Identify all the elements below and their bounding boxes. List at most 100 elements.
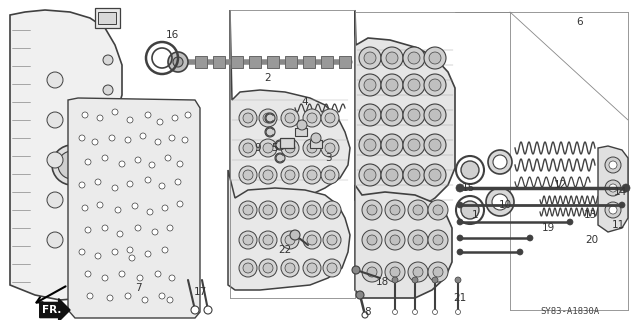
Circle shape	[155, 271, 161, 277]
Circle shape	[103, 173, 113, 183]
Circle shape	[263, 143, 273, 153]
Circle shape	[162, 205, 168, 211]
Circle shape	[457, 202, 463, 208]
Circle shape	[275, 140, 285, 150]
Bar	[249, 56, 261, 68]
Circle shape	[408, 52, 420, 64]
Circle shape	[303, 139, 321, 157]
Circle shape	[285, 113, 295, 123]
Circle shape	[311, 133, 321, 143]
Circle shape	[609, 206, 617, 214]
Circle shape	[412, 277, 418, 283]
Circle shape	[239, 201, 257, 219]
Circle shape	[263, 170, 273, 180]
Circle shape	[352, 266, 360, 274]
Circle shape	[433, 235, 443, 245]
Text: 20: 20	[585, 235, 599, 245]
Circle shape	[243, 263, 253, 273]
Circle shape	[112, 109, 118, 115]
Circle shape	[290, 230, 300, 240]
Circle shape	[265, 113, 275, 123]
Circle shape	[432, 309, 437, 315]
Circle shape	[609, 161, 617, 169]
Circle shape	[327, 235, 337, 245]
Text: 16: 16	[166, 30, 179, 40]
Circle shape	[159, 183, 165, 189]
Circle shape	[567, 219, 573, 225]
Circle shape	[386, 169, 398, 181]
Circle shape	[428, 262, 448, 282]
Text: 11: 11	[611, 220, 624, 230]
Text: 14: 14	[614, 187, 626, 197]
Circle shape	[403, 47, 425, 69]
Circle shape	[321, 109, 339, 127]
Circle shape	[243, 205, 253, 215]
Circle shape	[115, 207, 121, 213]
Circle shape	[307, 143, 317, 153]
Circle shape	[259, 109, 277, 127]
Circle shape	[177, 161, 183, 167]
Bar	[213, 56, 225, 68]
Circle shape	[403, 104, 425, 126]
Circle shape	[392, 309, 398, 315]
Circle shape	[275, 153, 285, 163]
Circle shape	[175, 179, 181, 185]
Circle shape	[408, 169, 420, 181]
Circle shape	[424, 134, 446, 156]
Circle shape	[367, 267, 377, 277]
Circle shape	[157, 119, 163, 125]
Circle shape	[461, 201, 479, 219]
Circle shape	[281, 109, 299, 127]
Circle shape	[364, 139, 376, 151]
Circle shape	[429, 139, 441, 151]
Circle shape	[145, 177, 151, 183]
Text: 7: 7	[135, 283, 142, 293]
Polygon shape	[355, 185, 452, 298]
Circle shape	[325, 170, 335, 180]
Circle shape	[527, 235, 533, 241]
Circle shape	[303, 231, 321, 249]
Circle shape	[79, 182, 85, 188]
Circle shape	[493, 155, 507, 169]
Circle shape	[263, 205, 273, 215]
Text: 21: 21	[453, 293, 466, 303]
Circle shape	[386, 79, 398, 91]
Circle shape	[325, 113, 335, 123]
Circle shape	[82, 112, 88, 118]
Circle shape	[47, 112, 63, 128]
Circle shape	[362, 200, 382, 220]
Polygon shape	[228, 170, 350, 290]
Circle shape	[424, 74, 446, 96]
Circle shape	[321, 166, 339, 184]
Circle shape	[392, 277, 398, 283]
Circle shape	[281, 139, 299, 157]
Circle shape	[259, 201, 277, 219]
Circle shape	[87, 293, 93, 299]
Circle shape	[47, 152, 63, 168]
Circle shape	[428, 200, 448, 220]
Circle shape	[323, 231, 341, 249]
Circle shape	[281, 231, 299, 249]
Text: 17: 17	[193, 287, 207, 297]
Bar	[310, 140, 322, 148]
Circle shape	[102, 275, 108, 281]
Bar	[231, 56, 243, 68]
Circle shape	[85, 159, 91, 165]
Circle shape	[169, 275, 175, 281]
Circle shape	[381, 134, 403, 156]
Circle shape	[259, 166, 277, 184]
Circle shape	[403, 134, 425, 156]
Circle shape	[265, 127, 275, 137]
Circle shape	[429, 52, 441, 64]
Circle shape	[285, 235, 295, 245]
Circle shape	[408, 139, 420, 151]
Circle shape	[619, 202, 625, 208]
Circle shape	[307, 113, 317, 123]
Circle shape	[321, 139, 339, 157]
Circle shape	[364, 169, 376, 181]
Circle shape	[390, 235, 400, 245]
Circle shape	[239, 139, 257, 157]
Circle shape	[112, 185, 118, 191]
Circle shape	[167, 225, 173, 231]
Circle shape	[456, 309, 461, 315]
